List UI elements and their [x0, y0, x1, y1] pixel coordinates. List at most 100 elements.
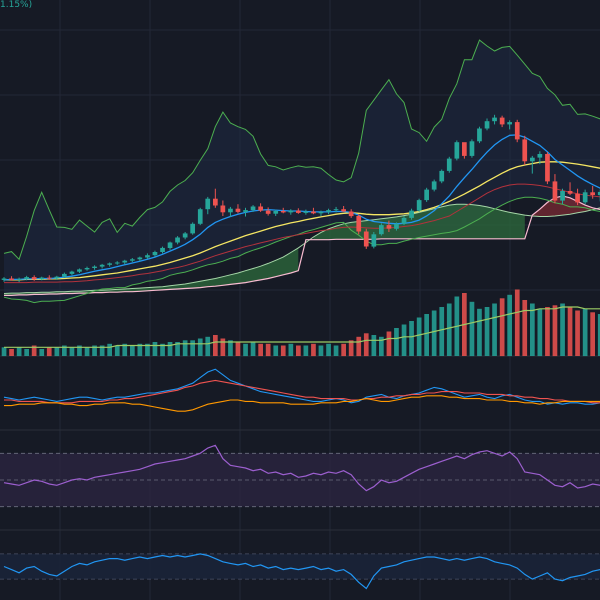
- volume-bar: [92, 345, 97, 356]
- candle-body: [492, 117, 497, 122]
- candle-body: [499, 117, 505, 125]
- candle-body: [424, 189, 429, 201]
- candle-body: [545, 154, 550, 182]
- candle-body: [439, 170, 445, 182]
- candle-body: [507, 122, 512, 125]
- candle-body: [31, 277, 37, 280]
- volume-bar: [303, 345, 309, 356]
- volume-bar: [167, 342, 173, 356]
- candle-body: [318, 211, 324, 214]
- candle-body: [537, 154, 543, 158]
- volume-bar: [560, 303, 565, 356]
- candle-body: [311, 211, 316, 214]
- candle-body: [394, 223, 399, 229]
- candle-body: [477, 128, 482, 142]
- volume-bar: [409, 321, 414, 356]
- candle-body: [145, 255, 150, 258]
- volume-bar: [280, 345, 286, 356]
- volume-bar: [16, 347, 22, 357]
- volume-bars: [1, 289, 600, 357]
- candle-body: [590, 192, 595, 195]
- candle-body: [152, 252, 158, 256]
- volume-bar: [514, 289, 520, 356]
- cloud-span-b-line: [4, 195, 600, 296]
- volume-bar: [575, 310, 580, 356]
- candle-body: [160, 247, 165, 252]
- volume-bar: [24, 349, 29, 356]
- bollinger-lower-line: [3, 196, 600, 304]
- candle-body: [280, 211, 286, 213]
- volume-bar: [46, 347, 52, 357]
- volume-bar: [39, 349, 45, 356]
- candle-body: [175, 237, 180, 243]
- candle-body: [130, 259, 135, 261]
- volume-bar: [326, 343, 331, 357]
- candle-body: [137, 257, 143, 260]
- volume-bar: [333, 345, 339, 356]
- volume-bar: [160, 343, 165, 357]
- candle-body: [77, 269, 82, 272]
- volume-bar: [99, 345, 105, 356]
- volume-bar: [484, 307, 490, 356]
- candle-body: [416, 200, 422, 211]
- volume-ma-line: [4, 306, 600, 348]
- volume-bar: [114, 345, 120, 356]
- volume-bar: [145, 343, 150, 357]
- volume-bar: [567, 307, 573, 356]
- candle-body: [530, 157, 535, 162]
- volume-bar: [439, 307, 445, 356]
- ma-slow-line: [4, 161, 600, 281]
- candle-body: [446, 158, 452, 171]
- volume-bar: [69, 347, 75, 357]
- candle-body: [1, 278, 7, 280]
- volume-bar: [152, 342, 158, 356]
- volume-bar: [250, 342, 256, 356]
- volume-bar: [318, 345, 324, 356]
- candle-body: [379, 225, 384, 235]
- volume-bar: [394, 328, 399, 356]
- candle-body: [401, 217, 407, 224]
- volume-bar: [62, 345, 67, 356]
- volume-bar: [31, 345, 37, 356]
- volume-bar: [492, 303, 497, 356]
- candle-body: [386, 225, 392, 229]
- volume-bar: [265, 343, 271, 357]
- volume-bar: [401, 324, 407, 356]
- candle-body: [265, 210, 271, 214]
- candle-body: [341, 209, 346, 212]
- candle-body: [114, 262, 120, 264]
- candle-body: [62, 273, 67, 277]
- candle-body: [288, 210, 294, 213]
- volume-bar: [363, 333, 369, 357]
- volume-bar: [220, 338, 226, 356]
- cloud-bearish: [532, 196, 593, 217]
- volume-bar: [182, 340, 188, 357]
- macd-line-orange: [4, 395, 600, 412]
- volume-bar: [537, 308, 543, 357]
- candle-body: [303, 211, 309, 213]
- volume-bar: [507, 294, 512, 357]
- volume-bar: [311, 343, 316, 357]
- candle-body: [409, 210, 414, 218]
- macd-line-red: [4, 379, 600, 404]
- candle-body: [469, 141, 475, 156]
- volume-bar: [130, 345, 135, 356]
- volume-bar: [288, 343, 294, 357]
- candle-body: [182, 233, 188, 238]
- volume-bar: [122, 343, 128, 357]
- volume-bar: [590, 312, 595, 357]
- candle-body: [431, 181, 437, 190]
- volume-bar: [107, 343, 112, 357]
- candle-body: [84, 268, 90, 270]
- volume-bar: [371, 335, 377, 356]
- candle-body: [333, 209, 339, 211]
- candle-body: [197, 209, 203, 224]
- candle-body: [235, 208, 241, 212]
- candle-body: [296, 210, 301, 213]
- oscillator-line: [3, 553, 600, 590]
- volume-bar: [235, 342, 241, 356]
- volume-bar: [530, 303, 535, 356]
- volume-bar: [582, 308, 588, 357]
- candle-body: [9, 278, 14, 280]
- volume-bar: [552, 305, 558, 357]
